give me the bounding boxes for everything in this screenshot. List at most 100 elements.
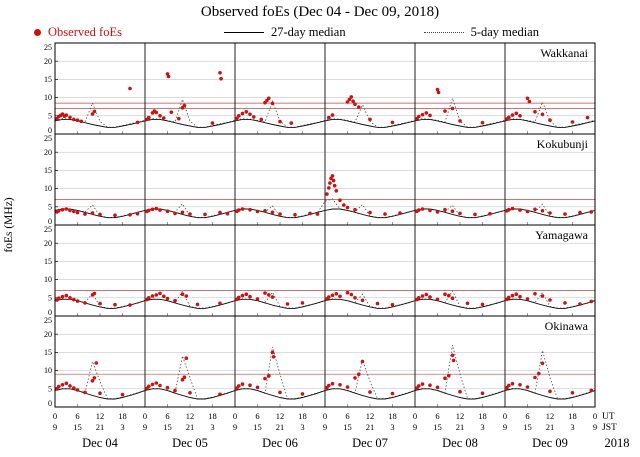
observed-point bbox=[563, 301, 567, 305]
observed-point bbox=[173, 298, 177, 303]
observed-point bbox=[345, 385, 350, 389]
observed-point bbox=[443, 376, 447, 381]
year-label: 2018 bbox=[605, 436, 630, 450]
observed-point bbox=[525, 385, 530, 389]
observed-point bbox=[540, 294, 545, 298]
observed-point bbox=[203, 212, 207, 217]
ut-tick-label: 18 bbox=[568, 411, 577, 421]
observed-point bbox=[182, 375, 187, 380]
ut-tick-label: 6 bbox=[345, 411, 349, 421]
observed-point bbox=[75, 299, 80, 303]
observed-point bbox=[514, 111, 519, 116]
observed-point bbox=[60, 383, 65, 387]
observed-point bbox=[113, 302, 117, 307]
date-label: Dec 08 bbox=[442, 436, 478, 450]
observed-point bbox=[289, 121, 294, 125]
observed-point bbox=[98, 301, 102, 306]
y-tick-label: 25 bbox=[44, 316, 52, 325]
station-label: Kokubunji bbox=[537, 137, 589, 151]
observed-point bbox=[353, 296, 357, 300]
observed-point bbox=[263, 291, 267, 295]
observed-point bbox=[120, 392, 125, 397]
legend-27day-label: 27-day median bbox=[270, 24, 346, 39]
legend-item-27day-median: 27-day median bbox=[223, 24, 346, 40]
observed-point bbox=[285, 302, 290, 306]
y-tick-label: 15 bbox=[44, 257, 52, 266]
observed-point bbox=[327, 115, 331, 120]
jst-tick-label: 21 bbox=[186, 422, 195, 432]
observed-point bbox=[458, 389, 462, 394]
y-tick-label: 15 bbox=[44, 166, 52, 175]
observed-point bbox=[357, 372, 361, 377]
observed-point bbox=[173, 211, 177, 216]
observed-point bbox=[507, 383, 511, 388]
observed-point bbox=[330, 381, 335, 386]
observed-point bbox=[177, 116, 181, 121]
observed-point bbox=[270, 101, 275, 106]
observed-point bbox=[325, 192, 329, 196]
date-label: Dec 05 bbox=[172, 436, 208, 450]
ut-tick-label: 6 bbox=[165, 411, 169, 421]
observed-point bbox=[248, 112, 252, 117]
observed-point bbox=[75, 388, 80, 392]
median27-line bbox=[54, 118, 596, 128]
observed-point bbox=[518, 383, 522, 387]
observed-point bbox=[218, 301, 222, 306]
jst-tick-label: 9 bbox=[323, 422, 327, 432]
observed-point bbox=[158, 383, 162, 388]
observed-point bbox=[443, 292, 447, 296]
y-tick-label: 20 bbox=[44, 239, 52, 248]
observed-point bbox=[480, 120, 485, 125]
observed-point bbox=[435, 385, 440, 390]
observed-point bbox=[368, 117, 372, 122]
date-label: Dec 07 bbox=[352, 436, 388, 450]
ut-tick-label: 12 bbox=[276, 411, 285, 421]
observed-point bbox=[255, 385, 260, 390]
ut-tick-label: 6 bbox=[525, 411, 529, 421]
observed-point bbox=[90, 211, 95, 215]
observed-point bbox=[248, 294, 252, 299]
observed-point bbox=[57, 296, 61, 300]
jst-tick-label: 15 bbox=[163, 422, 172, 432]
observed-point bbox=[68, 115, 72, 120]
ut-tick-label: 18 bbox=[118, 411, 127, 421]
observed-point bbox=[443, 207, 447, 212]
observed-point bbox=[510, 381, 515, 386]
observed-point bbox=[510, 293, 515, 298]
observed-point bbox=[589, 388, 594, 393]
observed-point bbox=[518, 208, 522, 212]
observed-point bbox=[518, 294, 522, 299]
observed-point bbox=[92, 291, 97, 296]
ut-tick-label: 12 bbox=[96, 411, 105, 421]
legend-5day-label: 5-day median bbox=[470, 24, 539, 39]
observed-point bbox=[235, 116, 239, 121]
y-tick-label: 5 bbox=[48, 384, 52, 393]
jst-tick-label: 9 bbox=[53, 422, 57, 432]
observed-point bbox=[338, 198, 342, 202]
y-tick-label: 10 bbox=[44, 366, 52, 375]
observed-point bbox=[447, 293, 451, 298]
observed-point bbox=[514, 292, 519, 296]
observed-point bbox=[165, 296, 170, 301]
y-tick-label: 0 bbox=[48, 308, 52, 317]
observed-point bbox=[353, 207, 357, 212]
observed-point bbox=[527, 99, 532, 104]
jst-tick-label: 3 bbox=[480, 422, 484, 432]
observed-point bbox=[83, 301, 87, 305]
jst-tick-label: 3 bbox=[120, 422, 124, 432]
y-tick-label: 20 bbox=[44, 148, 52, 157]
observed-point bbox=[435, 297, 440, 302]
observed-point bbox=[540, 112, 545, 117]
observed-point bbox=[248, 207, 252, 212]
observed-point bbox=[450, 106, 455, 111]
observed-point bbox=[154, 293, 159, 297]
y-tick-label: 5 bbox=[48, 111, 52, 120]
ut-tick-label: 0 bbox=[233, 411, 237, 421]
jst-tick-label: 15 bbox=[523, 422, 532, 432]
jst-tick-label: 15 bbox=[433, 422, 442, 432]
observed-point bbox=[390, 391, 395, 396]
observed-point bbox=[480, 302, 485, 307]
observed-point bbox=[68, 208, 72, 213]
observed-point bbox=[267, 374, 271, 378]
